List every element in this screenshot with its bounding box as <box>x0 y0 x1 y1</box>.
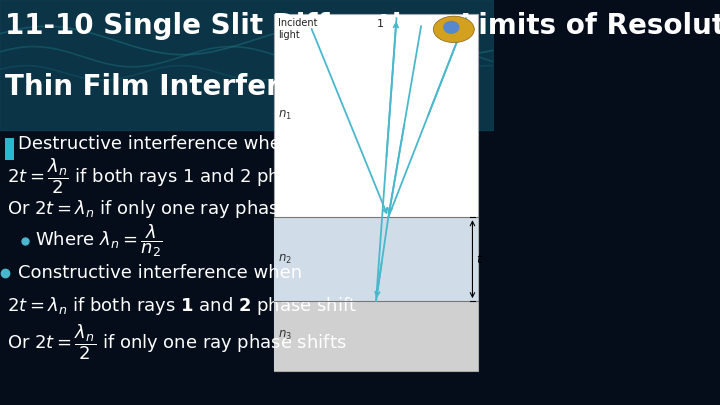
Ellipse shape <box>433 16 474 43</box>
Text: 11-10 Single Slit Diffraction, Limits of Resolution,: 11-10 Single Slit Diffraction, Limits of… <box>5 12 720 40</box>
Bar <box>274 301 478 371</box>
Text: Destructive interference when: Destructive interference when <box>18 135 292 153</box>
Text: Where $\lambda_n = \dfrac{\lambda}{n_2}$: Where $\lambda_n = \dfrac{\lambda}{n_2}$ <box>35 223 162 259</box>
Text: Or $2t = \dfrac{\lambda_n}{2}$ if only one ray phase shifts: Or $2t = \dfrac{\lambda_n}{2}$ if only o… <box>7 322 347 362</box>
Text: $n_2$: $n_2$ <box>278 253 292 266</box>
Text: $n_3$: $n_3$ <box>278 329 292 342</box>
Text: Thin Film Interference: Thin Film Interference <box>5 73 354 101</box>
Text: Incident
light: Incident light <box>278 18 317 40</box>
Bar <box>5 138 14 160</box>
Text: 2: 2 <box>450 19 457 29</box>
Text: $t$: $t$ <box>477 253 484 266</box>
Ellipse shape <box>444 21 459 34</box>
Text: 1: 1 <box>377 19 384 29</box>
Text: Constructive interference when: Constructive interference when <box>18 264 302 282</box>
Text: $2t = \dfrac{\lambda_n}{2}$ if both rays 1 and 2 phase shift: $2t = \dfrac{\lambda_n}{2}$ if both rays… <box>7 156 358 196</box>
Text: $n_1$: $n_1$ <box>278 109 292 122</box>
Bar <box>274 217 478 301</box>
Text: $2t = \lambda_n$ if both rays $\mathbf{1}$ and $\mathbf{2}$ phase shift: $2t = \lambda_n$ if both rays $\mathbf{1… <box>7 295 358 317</box>
Text: Or $2t = \lambda_n$ if only one ray phase shifts: Or $2t = \lambda_n$ if only one ray phas… <box>7 198 345 220</box>
Bar <box>274 14 478 371</box>
